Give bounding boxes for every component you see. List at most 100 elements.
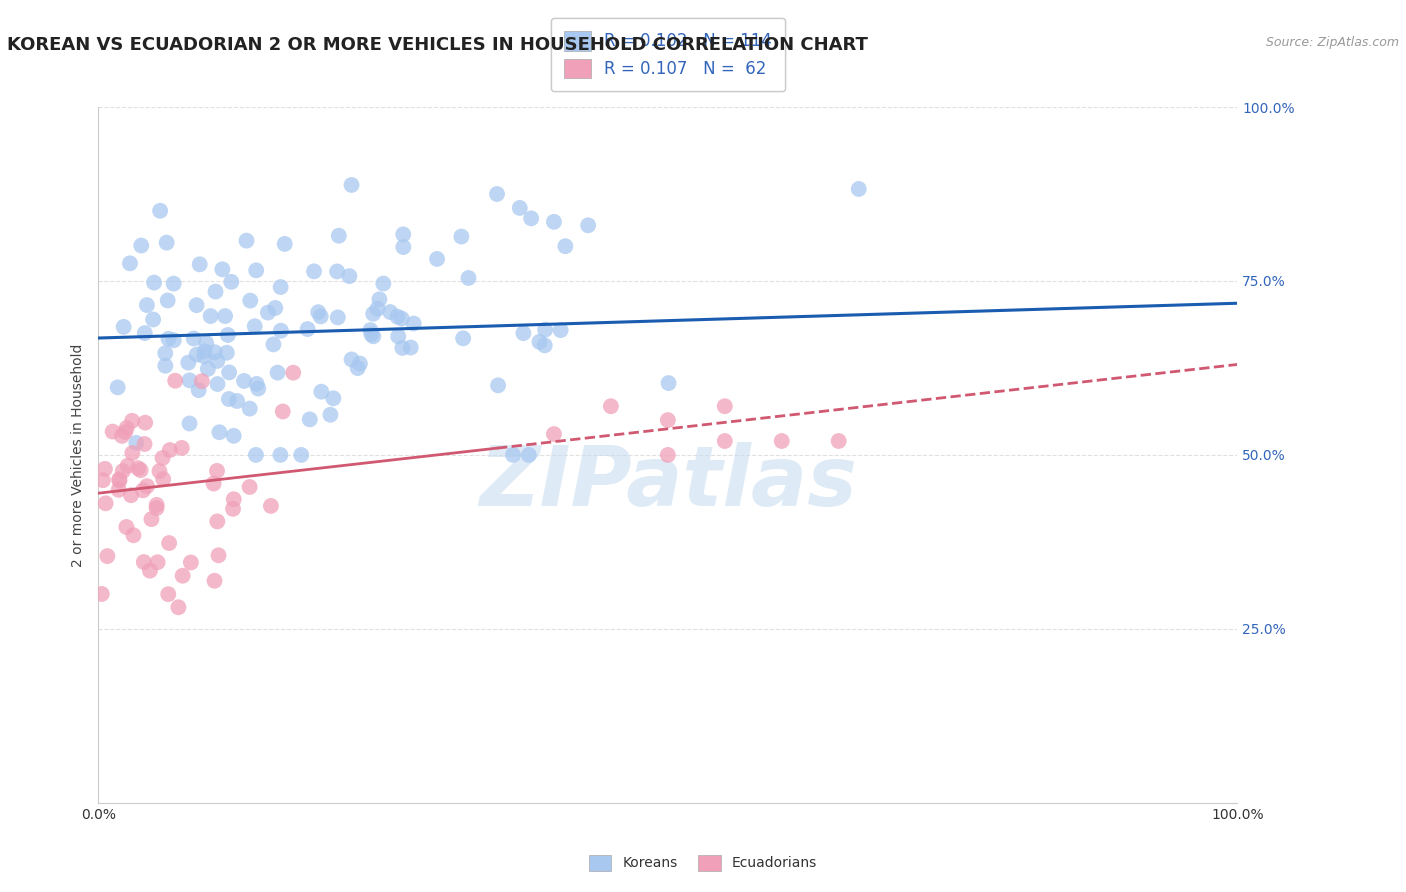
Point [118,256,141,270]
Legend: Koreans, Ecuadorians: Koreans, Ecuadorians [583,849,823,876]
Point [152,450,174,465]
Point [156,235,179,250]
Point [243,319,266,334]
Point [101,425,124,439]
Point [156,293,179,308]
Point [221,275,243,289]
Point [239,293,262,308]
Point [197,362,219,376]
Point [112,319,135,334]
Point [152,472,174,486]
Point [533,338,555,352]
Point [302,264,325,278]
Point [186,298,208,312]
Point [363,329,385,343]
Point [108,472,131,486]
Point [262,337,284,351]
Point [134,437,156,451]
Point [402,317,425,331]
Point [360,327,382,342]
Point [269,448,291,462]
Point [204,345,226,359]
Point [218,365,240,379]
Point [157,332,180,346]
Point [517,448,540,462]
Point [273,236,295,251]
Point [94,462,117,476]
Point [214,309,236,323]
Point [211,262,233,277]
Point [657,448,679,462]
Point [167,600,190,615]
Point [322,392,344,406]
Point [111,429,134,443]
Point [346,361,368,376]
Point [121,414,143,428]
Point [193,349,215,363]
Point [204,285,226,299]
Point [239,480,262,494]
Point [90,587,112,601]
Point [326,264,349,278]
Point [543,427,565,442]
Point [245,448,267,462]
Point [509,201,531,215]
Text: Source: ZipAtlas.com: Source: ZipAtlas.com [1265,36,1399,49]
Point [177,356,200,370]
Point [91,473,114,487]
Point [200,309,222,323]
Point [157,536,180,550]
Point [135,298,157,312]
Point [266,366,288,380]
Point [127,461,149,475]
Point [207,377,229,392]
Point [170,441,193,455]
Point [205,464,228,478]
Point [451,331,474,345]
Point [290,448,312,462]
Point [392,240,415,254]
Point [457,271,479,285]
Point [714,399,737,413]
Point [157,587,180,601]
Point [326,310,349,325]
Point [183,332,205,346]
Point [257,305,280,319]
Point [194,344,217,359]
Point [543,215,565,229]
Point [714,434,737,448]
Point [218,392,240,406]
Point [399,341,422,355]
Point [148,464,170,478]
Point [208,425,231,440]
Point [222,429,245,443]
Point [132,483,155,498]
Point [187,383,209,397]
Y-axis label: 2 or more Vehicles in Household: 2 or more Vehicles in Household [72,343,86,566]
Point [114,425,136,439]
Point [111,464,134,478]
Text: ZIPatlas: ZIPatlas [479,442,856,524]
Point [554,239,576,253]
Point [207,354,229,368]
Point [222,492,245,507]
Point [450,229,472,244]
Point [188,257,211,271]
Point [328,228,350,243]
Point [828,434,851,448]
Point [512,326,534,340]
Point [361,307,384,321]
Point [270,280,292,294]
Point [222,502,245,516]
Point [207,515,229,529]
Point [848,182,870,196]
Point [368,293,391,307]
Point [204,574,226,588]
Point [191,374,214,388]
Point [349,357,371,371]
Point [247,382,270,396]
Point [165,374,187,388]
Point [134,416,156,430]
Point [366,301,388,316]
Point [311,384,333,399]
